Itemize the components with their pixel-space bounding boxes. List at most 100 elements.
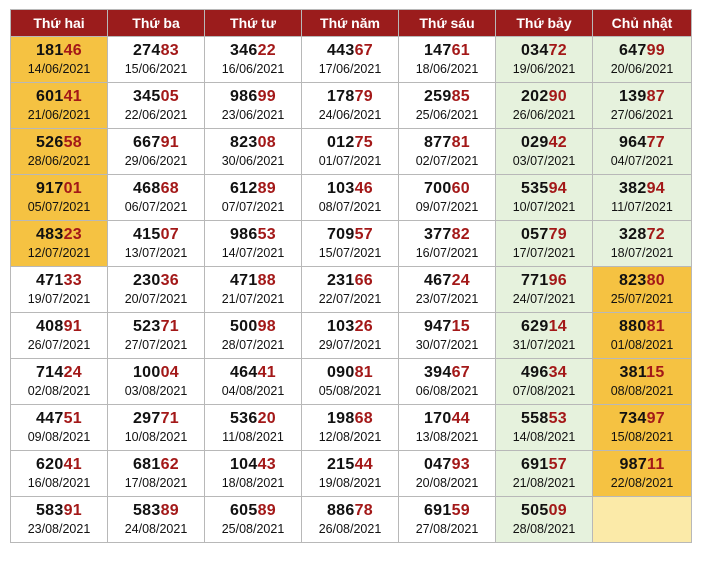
result-date: 21/06/2021 (27, 108, 91, 122)
number-head: 274 (132, 42, 161, 59)
result-number: 55853 (496, 409, 592, 429)
result-cell: 50509 28/08/2021 (495, 496, 593, 543)
result-cell: 02942 03/07/2021 (495, 128, 593, 175)
result-number: 20290 (496, 87, 592, 107)
number-head: 987 (619, 456, 648, 473)
result-number: 10004 (108, 363, 204, 383)
number-tail-digits: 41 (63, 88, 82, 105)
result-date: 27/08/2021 (415, 522, 479, 536)
number-head: 259 (423, 88, 452, 105)
result-cell: 01275 01/07/2021 (301, 128, 399, 175)
table-row: 71424 02/08/2021 10004 03/08/2021 46441 04/08… (10, 358, 692, 405)
result-date: 26/08/2021 (318, 522, 382, 536)
number-tail-digits: 33 (63, 272, 82, 289)
number-head: 415 (132, 226, 161, 243)
result-number: 37782 (399, 225, 495, 245)
number-tail-digits: 78 (354, 502, 373, 519)
number-head: 034 (520, 42, 549, 59)
result-date: 12/08/2021 (318, 430, 382, 444)
result-number: 18146 (11, 41, 107, 61)
number-head: 090 (326, 364, 355, 381)
result-number: 05779 (496, 225, 592, 245)
result-cell: 39467 06/08/2021 (398, 358, 496, 405)
number-tail-digits: 04 (160, 364, 179, 381)
number-head: 328 (618, 226, 647, 243)
number-tail-digits: 75 (354, 134, 373, 151)
number-head: 877 (423, 134, 452, 151)
result-date: 17/07/2021 (512, 246, 576, 260)
number-head: 536 (229, 410, 258, 427)
number-head: 139 (618, 88, 647, 105)
result-number: 48323 (11, 225, 107, 245)
result-cell: 88678 26/08/2021 (301, 496, 399, 543)
result-cell: 58389 24/08/2021 (107, 496, 205, 543)
col-header-wednesday: Thứ tư (204, 9, 302, 37)
number-head: 147 (423, 42, 452, 59)
result-date: 14/08/2021 (512, 430, 576, 444)
result-date: 20/07/2021 (124, 292, 188, 306)
result-number: 14761 (399, 41, 495, 61)
result-cell: 25985 25/06/2021 (398, 82, 496, 129)
result-cell: 53594 10/07/2021 (495, 174, 593, 221)
result-date: 29/06/2021 (124, 154, 188, 168)
result-number: 58389 (108, 501, 204, 521)
result-number: 01275 (302, 133, 398, 153)
result-date: 01/08/2021 (610, 338, 674, 352)
number-tail-digits: 68 (354, 410, 373, 427)
number-head: 583 (132, 502, 161, 519)
result-number: 49634 (496, 363, 592, 383)
result-date: 04/08/2021 (221, 384, 285, 398)
number-tail-digits: 89 (257, 180, 276, 197)
result-number: 70957 (302, 225, 398, 245)
result-cell: 64799 20/06/2021 (592, 36, 692, 83)
result-number: 39467 (399, 363, 495, 383)
number-tail-digits: 79 (548, 226, 567, 243)
number-tail-digits: 11 (647, 456, 665, 473)
result-cell: 68162 17/08/2021 (107, 450, 205, 497)
result-cell: 32872 18/07/2021 (592, 220, 692, 267)
result-cell: 53620 11/08/2021 (204, 404, 302, 451)
result-cell: 48323 12/07/2021 (10, 220, 108, 267)
result-number: 13987 (593, 87, 691, 107)
number-head: 297 (132, 410, 161, 427)
number-head: 057 (520, 226, 549, 243)
result-number: 04793 (399, 455, 495, 475)
number-head: 382 (618, 180, 647, 197)
number-tail-digits: 96 (548, 272, 567, 289)
result-number: 21544 (302, 455, 398, 475)
result-cell: 69159 27/08/2021 (398, 496, 496, 543)
result-number: 64799 (593, 41, 691, 61)
result-cell: 96477 04/07/2021 (592, 128, 692, 175)
number-head: 103 (326, 318, 355, 335)
number-tail-digits: 93 (451, 456, 470, 473)
number-head: 986 (229, 226, 258, 243)
number-head: 620 (35, 456, 64, 473)
result-number: 44751 (11, 409, 107, 429)
number-tail-digits: 23 (63, 226, 82, 243)
result-number: 23166 (302, 271, 398, 291)
result-date: 15/08/2021 (610, 430, 674, 444)
number-head: 346 (229, 42, 258, 59)
result-date: 09/07/2021 (415, 200, 479, 214)
number-tail-digits: 58 (63, 134, 82, 151)
result-date: 11/07/2021 (611, 200, 673, 214)
result-date: 18/08/2021 (221, 476, 285, 490)
number-head: 100 (132, 364, 161, 381)
table-row: 52658 28/06/2021 66791 29/06/2021 82308 30/06… (10, 128, 692, 175)
result-number: 10326 (302, 317, 398, 337)
number-tail-digits: 08 (257, 134, 276, 151)
result-number: 70060 (399, 179, 495, 199)
result-date: 29/07/2021 (318, 338, 382, 352)
number-tail-digits: 22 (257, 42, 276, 59)
result-number: 38294 (593, 179, 691, 199)
result-cell: 66791 29/06/2021 (107, 128, 205, 175)
result-cell: 77196 24/07/2021 (495, 266, 593, 313)
result-number: 34505 (108, 87, 204, 107)
number-head: 377 (423, 226, 452, 243)
number-head: 681 (132, 456, 161, 473)
number-head: 496 (520, 364, 549, 381)
number-tail-digits: 98 (257, 318, 276, 335)
table-row: 18146 14/06/2021 27483 15/06/2021 34622 16/06… (10, 36, 692, 83)
number-head: 880 (618, 318, 647, 335)
number-head: 667 (132, 134, 161, 151)
